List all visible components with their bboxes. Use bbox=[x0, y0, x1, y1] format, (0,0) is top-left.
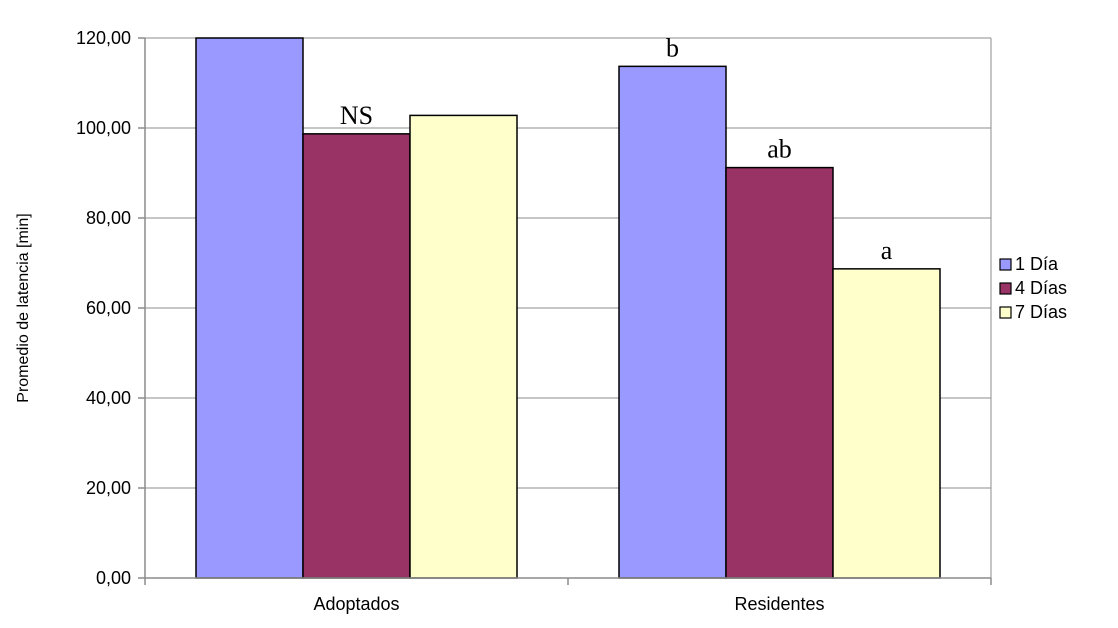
legend-label: 1 Día bbox=[1015, 254, 1059, 274]
x-category-label: Adoptados bbox=[313, 594, 399, 614]
y-tick-label: 0,00 bbox=[96, 568, 131, 588]
legend: 1 Día 4 Días 7 Días bbox=[999, 254, 1067, 322]
bar-adoptados-2 bbox=[409, 114, 518, 579]
legend-label: 4 Días bbox=[1015, 278, 1067, 298]
bar-annotation: ab bbox=[767, 135, 792, 164]
bar-adoptados-1 bbox=[302, 133, 411, 579]
y-tick-label: 80,00 bbox=[86, 208, 131, 228]
y-axis-label: Promedio de latencia [min] bbox=[15, 213, 32, 402]
y-tick-label: 40,00 bbox=[86, 388, 131, 408]
bar-adoptados-0 bbox=[195, 37, 304, 579]
y-tick-labels: 0,00 20,00 40,00 60,00 80,00 100,00 120,00 bbox=[76, 28, 131, 588]
y-tick-label: 60,00 bbox=[86, 298, 131, 318]
bar-annotation: b bbox=[666, 33, 679, 62]
y-tick-label: 120,00 bbox=[76, 28, 131, 48]
legend-swatch bbox=[999, 306, 1012, 319]
legend-label: 7 Días bbox=[1015, 302, 1067, 322]
bar-annotation: a bbox=[881, 236, 893, 265]
legend-swatch bbox=[999, 282, 1012, 295]
x-category-labels: Adoptados Residentes bbox=[313, 594, 824, 614]
legend-swatch bbox=[999, 258, 1012, 271]
bars bbox=[195, 37, 941, 579]
x-category-label: Residentes bbox=[734, 594, 824, 614]
y-tick-label: 20,00 bbox=[86, 478, 131, 498]
bar-annotations: NS b ab a bbox=[340, 33, 893, 265]
y-tick-label: 100,00 bbox=[76, 118, 131, 138]
bar-annotation: NS bbox=[340, 101, 373, 130]
bar-residentes-2 bbox=[832, 268, 941, 579]
bar-residentes-1 bbox=[725, 166, 834, 579]
bar-residentes-0 bbox=[618, 65, 727, 579]
axes bbox=[138, 37, 992, 585]
